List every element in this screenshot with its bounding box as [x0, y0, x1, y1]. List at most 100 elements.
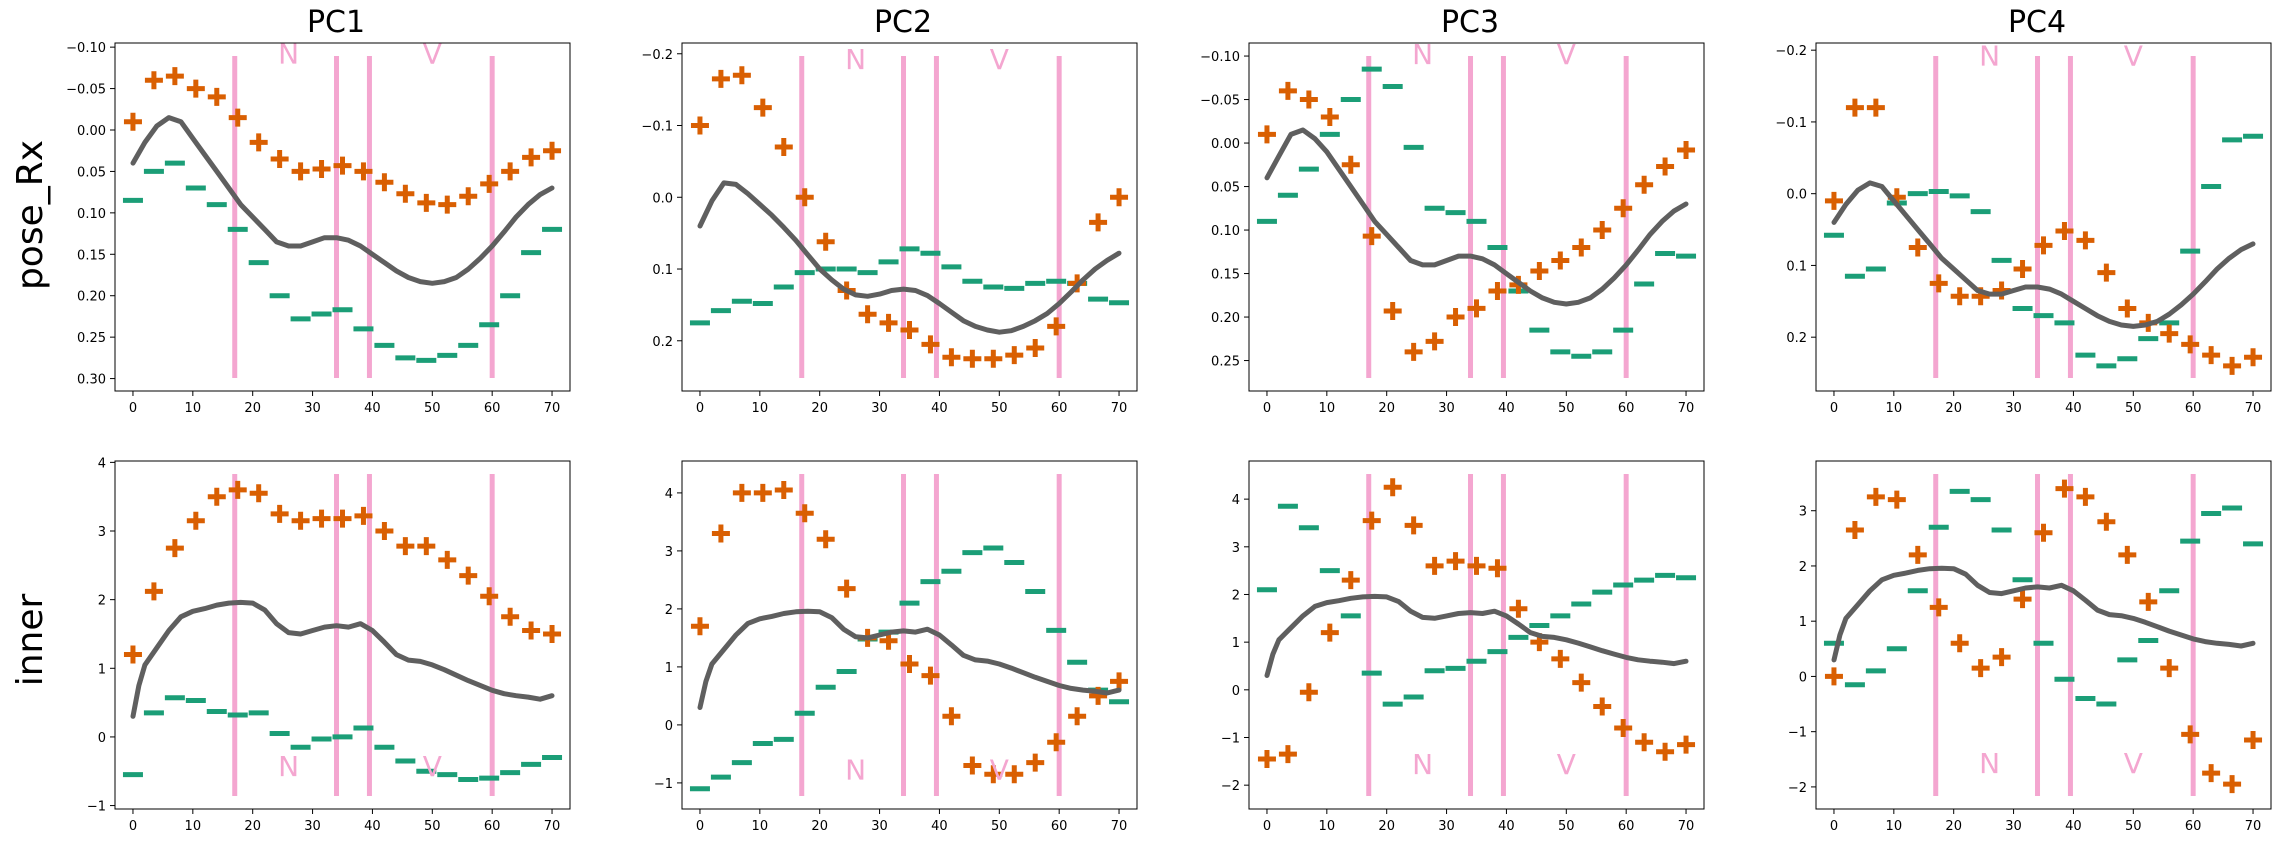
plus-point: [501, 162, 520, 181]
y-tick-label: 0.05: [77, 165, 106, 180]
plus-point: [270, 150, 289, 168]
x-tick-label: 70: [544, 819, 561, 834]
plus-point: [858, 305, 877, 324]
panel-r0-c2: N V 0 10 20 30 40 50 60 70 −0.10 −0.05 0.00 0.05 0.10 0…: [1200, 38, 1705, 416]
panel-r1-c0: N V 0 10 20 30 40 50 60 70 −1 0 1 2 3 4: [87, 456, 571, 834]
plus-point: [795, 188, 814, 207]
y-tick-label: 0: [98, 731, 106, 746]
plus-point: [375, 173, 394, 192]
x-tick-label: 50: [2125, 819, 2142, 834]
y-tick-label: −0.2: [1775, 44, 1807, 59]
plus-point: [1026, 753, 1045, 772]
plus-point: [375, 522, 394, 541]
plus-point: [711, 524, 730, 543]
annotation-v: V: [990, 43, 1009, 76]
plus-point: [2055, 221, 2074, 240]
y-tick-label: 3: [98, 525, 106, 540]
plus-point: [2244, 730, 2263, 749]
x-tick-label: 30: [304, 819, 321, 834]
y-tick-label: 0.0: [652, 191, 673, 206]
plus-point: [774, 481, 793, 499]
x-tick-label: 30: [1438, 819, 1455, 834]
plus-point: [1341, 571, 1360, 590]
axes-frame: [1248, 460, 1705, 810]
annotation-n: N: [1979, 747, 2000, 780]
x-tick-label: 60: [2185, 401, 2202, 416]
plus-point: [522, 621, 541, 640]
plus-point: [1404, 342, 1423, 361]
plus-point: [2181, 335, 2200, 354]
plus-point: [2160, 324, 2179, 343]
plus-point: [1467, 556, 1486, 575]
plus-point: [1425, 556, 1444, 575]
annotation-v: V: [1557, 38, 1576, 71]
plus-point: [186, 79, 205, 98]
x-tick-label: 10: [1886, 819, 1903, 834]
mean-curve: [1264, 127, 1689, 307]
x-tick-label: 20: [811, 401, 828, 416]
x-tick-label: 50: [424, 401, 441, 416]
plus-point: [2118, 545, 2137, 564]
plus-point: [1824, 667, 1843, 686]
plus-point: [2202, 346, 2221, 365]
plus-point: [312, 509, 331, 528]
plus-point: [2244, 348, 2263, 367]
plus-point: [1446, 308, 1465, 327]
y-tick-label: −1: [1788, 726, 1807, 741]
plus-point: [879, 313, 898, 332]
plus-point: [354, 506, 373, 525]
x-tick-label: 40: [364, 401, 381, 416]
x-tick-label: 60: [1051, 819, 1068, 834]
plus-point: [2097, 512, 2116, 531]
plus-point: [1278, 745, 1297, 764]
plus-point: [1635, 175, 1654, 194]
axes-frame: [114, 42, 571, 392]
plus-point: [2139, 592, 2158, 611]
y-tick-label: 0.00: [1211, 137, 1240, 152]
y-tick-label: −0.10: [66, 41, 106, 56]
axes-frame: [1248, 42, 1705, 392]
mean-curve: [697, 180, 1122, 335]
x-tick-label: 10: [1886, 401, 1903, 416]
plus-point: [165, 539, 184, 558]
y-tick-label: 0.1: [652, 263, 673, 278]
x-tick-label: 60: [1618, 401, 1635, 416]
mean-curve: [1831, 565, 2256, 663]
x-tick-label: 10: [185, 819, 202, 834]
y-tick-label: 0.20: [77, 290, 106, 305]
plus-point: [1362, 227, 1381, 246]
plus-point: [1551, 251, 1570, 270]
annotation-v: V: [423, 37, 442, 70]
plus-point: [144, 582, 163, 601]
plus-point: [1257, 749, 1276, 768]
x-tick-label: 70: [2245, 401, 2262, 416]
x-tick-label: 40: [1498, 819, 1515, 834]
plus-point: [2118, 299, 2137, 318]
plus-point: [333, 156, 352, 175]
y-tick-label: 3: [1799, 505, 1807, 520]
plus-point: [1383, 478, 1402, 497]
plus-point: [1530, 261, 1549, 280]
x-tick-label: 70: [1678, 401, 1695, 416]
x-tick-label: 0: [696, 401, 704, 416]
plus-point: [1404, 516, 1423, 535]
plus-point: [837, 579, 856, 598]
y-tick-label: 2: [665, 603, 673, 618]
y-tick-label: −2: [1788, 781, 1807, 796]
mean-curve: [130, 115, 555, 286]
annotation-n: N: [845, 43, 866, 76]
y-tick-label: 0.30: [77, 373, 106, 388]
plus-point: [312, 159, 331, 178]
plus-point: [417, 193, 436, 212]
annotation-v: V: [2124, 747, 2143, 780]
plus-point: [228, 108, 247, 127]
plus-point: [2034, 236, 2053, 255]
y-tick-label: 0: [665, 719, 673, 734]
y-tick-label: 0.00: [77, 124, 106, 139]
y-tick-label: 0.2: [1786, 331, 1807, 346]
y-tick-label: −1: [87, 800, 106, 815]
plus-point: [1026, 338, 1045, 357]
plus-point: [1614, 199, 1633, 218]
plus-point: [396, 184, 415, 203]
mean-curve: [130, 599, 555, 719]
